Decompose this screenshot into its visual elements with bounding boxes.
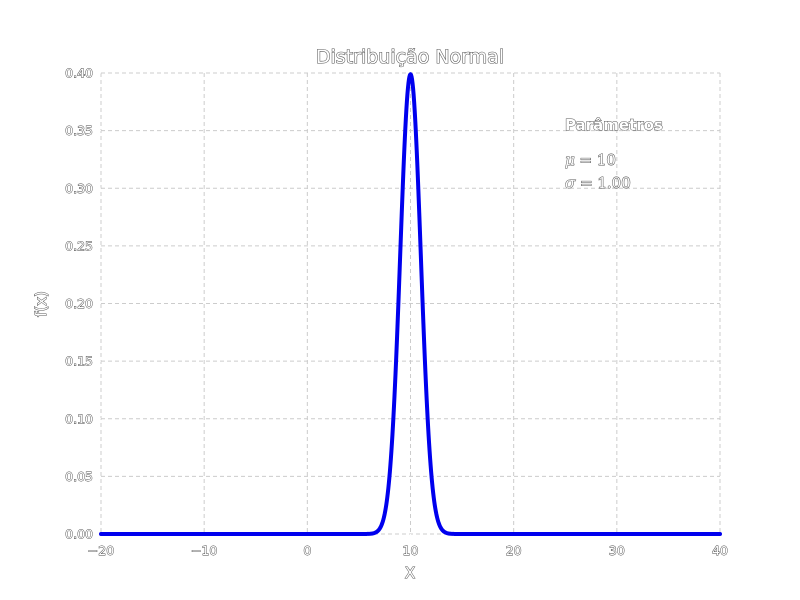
y-tick-label: 0.35 [65,123,93,138]
x-tick-label: −20 [88,543,114,558]
y-tick-label: 0.20 [65,296,93,311]
y-tick-label: 0.40 [65,66,93,81]
y-tick-label: 0.15 [65,354,93,369]
parameters-annotation: Parâmetros μ = 10 σ = 1.00 [565,116,664,193]
y-tick-label: 0.25 [65,238,93,253]
x-tick-label: 30 [609,543,625,558]
y-tick-label: 0.30 [65,181,93,196]
x-tick-label: 40 [712,543,728,558]
x-axis-label: X [405,564,415,582]
normal-density-line [99,72,722,536]
sigma-symbol: σ [565,174,576,192]
x-tick-label: −10 [191,543,217,558]
sigma-parameter: σ = 1.00 [565,174,631,192]
x-tick-label: 20 [506,543,522,558]
y-tick-label: 0.10 [65,411,93,426]
y-tick-label: 0.05 [65,469,93,484]
parameters-heading: Parâmetros [565,116,663,134]
x-tick-label: 0 [303,543,311,558]
series-layer [99,72,722,536]
mu-value: = 10 [580,151,616,169]
chart-title: Distribuição Normal [316,46,504,68]
y-axis-label: f(x) [32,291,50,317]
x-tick-label: 10 [403,543,419,558]
tick-labels: −20 −10 0 10 20 30 40 0.00 0.05 0.10 0.15 0.20 0.25 0… [65,65,729,558]
mu-parameter: μ = 10 [565,151,616,169]
mu-symbol: μ [565,151,575,169]
sigma-value: = 1.00 [580,174,631,192]
y-tick-label: 0.00 [65,527,93,542]
